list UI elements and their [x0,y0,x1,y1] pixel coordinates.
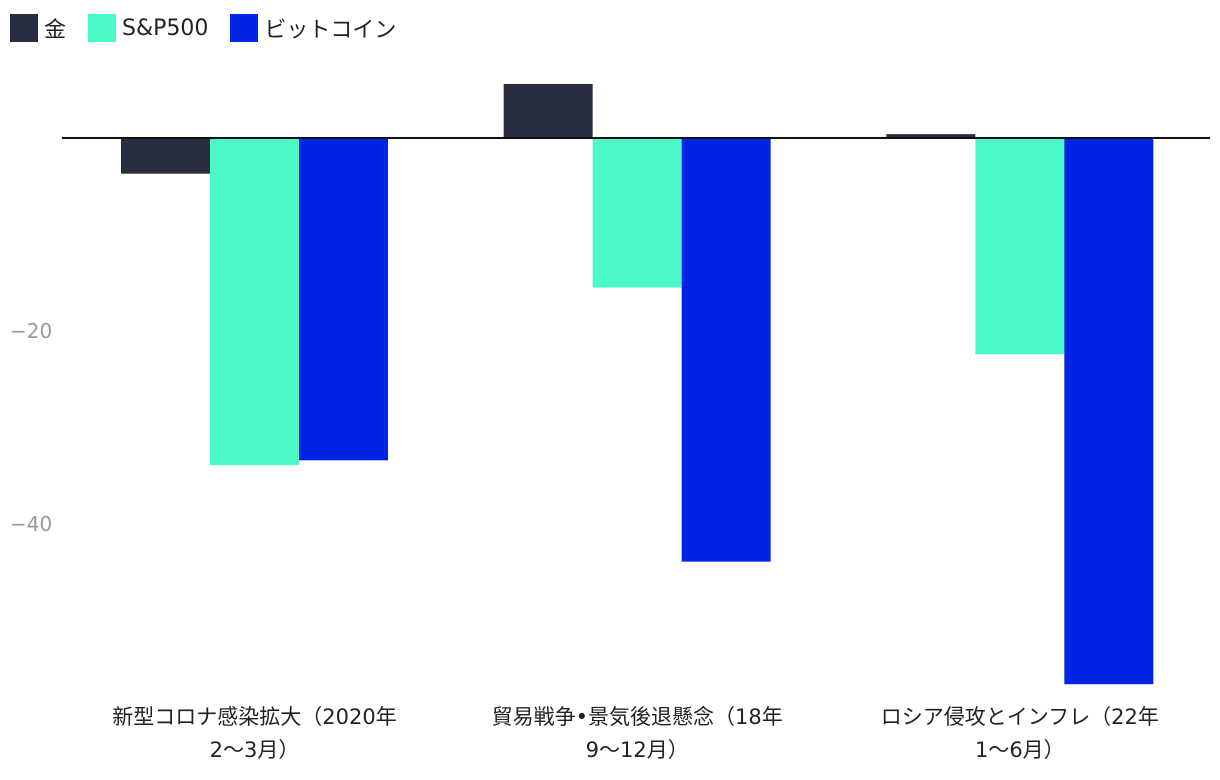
legend-item-sp500: S&P500 [88,14,208,42]
bar-gold-1 [121,138,210,174]
bar-bitcoin-1 [299,138,388,461]
category-label-3: ロシア侵攻とインフレ（22年 1～6月） [881,705,1159,762]
category-label-2: 貿易戦争•景気後退懸念（18年 9～12月） [492,705,783,762]
category-label-line: ロシア侵攻とインフレ（22年 [881,705,1159,729]
legend-swatch-sp500 [88,14,117,42]
bar-sp500-2 [592,138,682,288]
legend-label-sp500: S&P500 [122,15,209,41]
bar-sp500-3 [975,138,1065,355]
bar-bitcoin-2 [681,138,771,562]
category-label-line: 2～3月） [210,738,300,762]
category-label-line: 1～6月） [975,738,1065,762]
y-axis-ticks: −20 −40 [10,319,52,536]
legend-label-bitcoin: ビットコイン [264,18,397,43]
legend-swatch-gold [10,14,38,42]
bars-group [121,83,1154,685]
y-tick-label: −40 [10,512,52,536]
category-labels: 新型コロナ感染拡大（2020年 2～3月） 貿易戦争•景気後退懸念（18年 9～12月… [112,705,1159,762]
category-label-line: 9～12月） [586,738,689,762]
bar-bitcoin-3 [1064,138,1154,685]
category-label-line: 新型コロナ感染拡大（2020年 [112,705,396,729]
legend: 金 S&P500 ビットコイン [10,12,418,44]
legend-swatch-bitcoin [230,14,259,42]
legend-item-gold: 金 [10,12,66,44]
category-label-line: 貿易戦争•景気後退懸念（18年 [492,705,783,729]
bar-gold-2 [503,83,593,138]
y-tick-label: −20 [10,319,52,343]
legend-label-gold: 金 [44,18,67,43]
bar-sp500-1 [210,138,299,466]
bar-gold-3 [886,134,976,138]
category-label-1: 新型コロナ感染拡大（2020年 2～3月） [112,705,396,762]
legend-item-bitcoin: ビットコイン [230,12,396,44]
